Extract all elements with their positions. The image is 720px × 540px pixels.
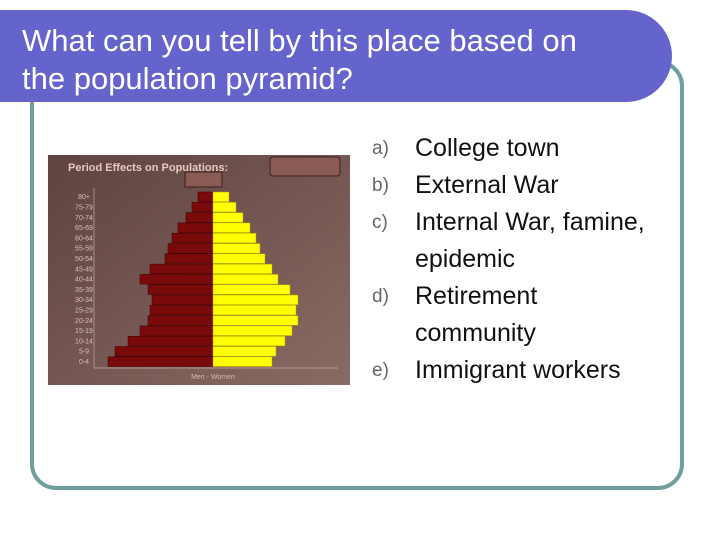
men-bar <box>167 243 214 254</box>
age-label: 65-69 <box>75 225 93 232</box>
option-marker: a) <box>372 138 389 159</box>
men-bar <box>139 274 214 285</box>
men-bar <box>147 315 214 326</box>
pyramid-figure: Period Effects on Populations: Men - Wom… <box>48 155 350 385</box>
women-bar <box>212 356 273 367</box>
option: d) Retirement community <box>372 278 660 352</box>
women-bar <box>212 294 299 305</box>
men-bar <box>107 356 214 367</box>
age-label: 35-39 <box>75 287 93 294</box>
option-marker: b) <box>372 175 389 196</box>
legend-box <box>269 156 341 177</box>
women-bar <box>212 222 251 233</box>
age-label: 80+ <box>78 194 90 201</box>
age-label: 0-4 <box>79 359 89 366</box>
women-bar <box>212 305 297 316</box>
option-marker: c) <box>372 212 388 233</box>
age-label: 55-59 <box>75 246 93 253</box>
option: a) College town <box>372 130 660 167</box>
age-label: 75-79 <box>75 204 93 211</box>
slide-title: What can you tell by this place based on… <box>22 23 577 96</box>
age-label: 10-14 <box>75 338 93 345</box>
men-bar <box>127 335 214 347</box>
title-bar: What can you tell by this place based on… <box>0 10 672 102</box>
women-bar <box>212 335 286 347</box>
age-label: 15-19 <box>75 328 93 335</box>
men-bar <box>164 253 214 264</box>
age-label: 50-54 <box>75 256 93 263</box>
men-bar <box>151 294 214 305</box>
men-bar <box>171 232 214 244</box>
option-list: a) College town b) External War c) Internal W… <box>372 130 660 389</box>
legend-box <box>184 171 223 188</box>
option-text: Internal War, famine, epidemic <box>415 208 645 273</box>
men-bar <box>147 284 214 295</box>
women-bar <box>212 202 237 213</box>
men-bar <box>177 222 214 233</box>
age-label: 25-29 <box>75 307 93 314</box>
women-bar <box>212 325 293 336</box>
women-bar <box>212 274 279 285</box>
women-bar <box>212 191 230 202</box>
men-bar <box>185 212 214 223</box>
women-bar <box>212 253 266 264</box>
option: e) Immigrant workers <box>372 352 660 389</box>
age-label: 5-9 <box>79 349 89 356</box>
age-label: 40-44 <box>75 277 93 284</box>
women-bar <box>212 263 273 275</box>
women-bar <box>212 284 291 295</box>
option: c) Internal War, famine, epidemic <box>372 204 660 278</box>
option-marker: e) <box>372 360 389 381</box>
women-bar <box>212 212 244 223</box>
men-bar <box>149 263 214 275</box>
women-bar <box>212 243 261 254</box>
age-label: 60-64 <box>75 235 93 242</box>
men-bar <box>197 191 214 202</box>
figure-title: Period Effects on Populations: <box>68 162 228 174</box>
age-label: 70-74 <box>75 215 93 222</box>
women-bar <box>212 232 257 244</box>
women-bar <box>212 315 299 326</box>
men-bar <box>114 346 214 357</box>
age-label: 45-49 <box>75 266 93 273</box>
option: b) External War <box>372 167 660 204</box>
age-label: 30-34 <box>75 297 93 304</box>
option-text: Retirement community <box>415 282 538 347</box>
option-text: External War <box>415 171 559 199</box>
x-axis-label: Men - Women <box>191 374 235 381</box>
option-text: Immigrant workers <box>415 356 621 384</box>
men-bar <box>139 325 214 336</box>
women-bar <box>212 346 277 357</box>
option-text: College town <box>415 134 560 162</box>
men-bar <box>191 202 214 213</box>
option-marker: d) <box>372 286 389 307</box>
men-bar <box>149 305 214 316</box>
age-label: 20-24 <box>75 318 93 325</box>
